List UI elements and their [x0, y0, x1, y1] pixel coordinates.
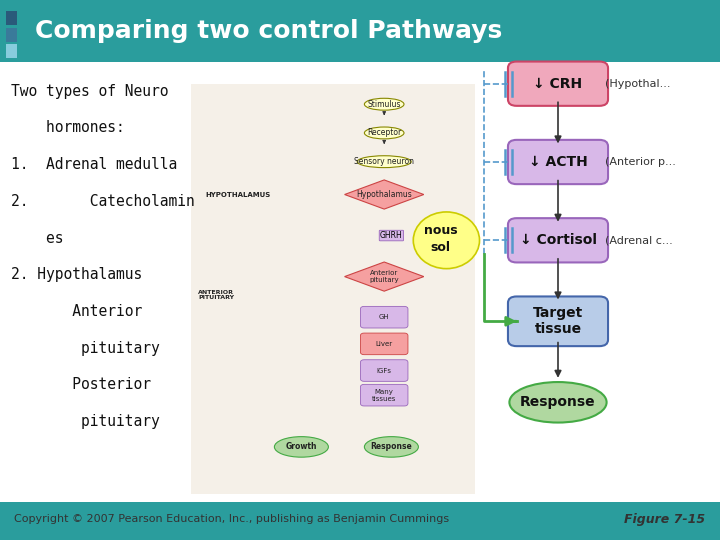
FancyBboxPatch shape — [0, 0, 720, 62]
Text: pituitary: pituitary — [11, 414, 160, 429]
FancyBboxPatch shape — [508, 62, 608, 106]
Polygon shape — [345, 262, 424, 291]
Text: Comparing two control Pathways: Comparing two control Pathways — [35, 19, 502, 43]
Text: (Adrenal c...: (Adrenal c... — [605, 235, 672, 245]
Text: 1.  Adrenal medulla: 1. Adrenal medulla — [11, 157, 177, 172]
FancyBboxPatch shape — [6, 44, 17, 58]
Text: Many
tissues: Many tissues — [372, 389, 397, 402]
Text: Growth: Growth — [286, 442, 317, 451]
FancyBboxPatch shape — [361, 360, 408, 381]
Text: es: es — [11, 231, 63, 246]
Ellipse shape — [364, 437, 418, 457]
Text: (Hypothal...: (Hypothal... — [605, 79, 670, 89]
Ellipse shape — [510, 382, 606, 422]
FancyBboxPatch shape — [191, 84, 475, 494]
Text: Figure 7-15: Figure 7-15 — [624, 513, 706, 526]
Text: Anterior: Anterior — [11, 304, 142, 319]
Text: Sensory neuron: Sensory neuron — [354, 157, 414, 166]
Text: Hypothalamus: Hypothalamus — [356, 190, 412, 199]
Text: GHRH: GHRH — [380, 231, 402, 240]
FancyBboxPatch shape — [6, 11, 17, 25]
Polygon shape — [345, 180, 424, 209]
Text: ANTERIOR
PITUITARY: ANTERIOR PITUITARY — [198, 289, 234, 300]
FancyBboxPatch shape — [361, 384, 408, 406]
Ellipse shape — [413, 212, 480, 268]
Text: hormones:: hormones: — [11, 120, 125, 136]
FancyBboxPatch shape — [0, 502, 720, 540]
Text: GH: GH — [379, 314, 390, 320]
FancyBboxPatch shape — [508, 296, 608, 346]
Text: IGFs: IGFs — [377, 368, 392, 374]
Text: 2.       Catecholamin: 2. Catecholamin — [11, 194, 194, 209]
Text: 2. Hypothalamus: 2. Hypothalamus — [11, 267, 142, 282]
Text: Anterior
pituitary: Anterior pituitary — [369, 270, 399, 283]
FancyBboxPatch shape — [361, 306, 408, 328]
Text: Response: Response — [520, 395, 596, 409]
Text: nous: nous — [424, 224, 457, 237]
Text: Liver: Liver — [376, 341, 392, 347]
Text: pituitary: pituitary — [11, 341, 160, 356]
FancyBboxPatch shape — [361, 333, 408, 355]
FancyBboxPatch shape — [6, 28, 17, 42]
Text: (Anterior p...: (Anterior p... — [605, 157, 675, 167]
Text: Target
tissue: Target tissue — [533, 306, 583, 336]
Text: Response: Response — [371, 442, 413, 451]
Text: ↓ Cortisol: ↓ Cortisol — [520, 233, 596, 247]
Ellipse shape — [274, 437, 328, 457]
FancyBboxPatch shape — [508, 140, 608, 184]
Text: Two types of Neuro: Two types of Neuro — [11, 84, 168, 99]
Text: Stimulus: Stimulus — [367, 100, 401, 109]
Text: Receptor: Receptor — [367, 129, 401, 138]
Text: sol: sol — [431, 241, 451, 254]
Text: HYPOTHALAMUS: HYPOTHALAMUS — [205, 192, 271, 198]
Text: ↓ ACTH: ↓ ACTH — [528, 155, 588, 169]
Text: Copyright © 2007 Pearson Education, Inc., publishing as Benjamin Cummings: Copyright © 2007 Pearson Education, Inc.… — [14, 515, 449, 524]
FancyBboxPatch shape — [508, 218, 608, 262]
Ellipse shape — [364, 98, 404, 110]
Ellipse shape — [364, 127, 404, 139]
Ellipse shape — [357, 156, 411, 167]
Text: Posterior: Posterior — [11, 377, 150, 393]
Text: ↓ CRH: ↓ CRH — [534, 77, 582, 91]
